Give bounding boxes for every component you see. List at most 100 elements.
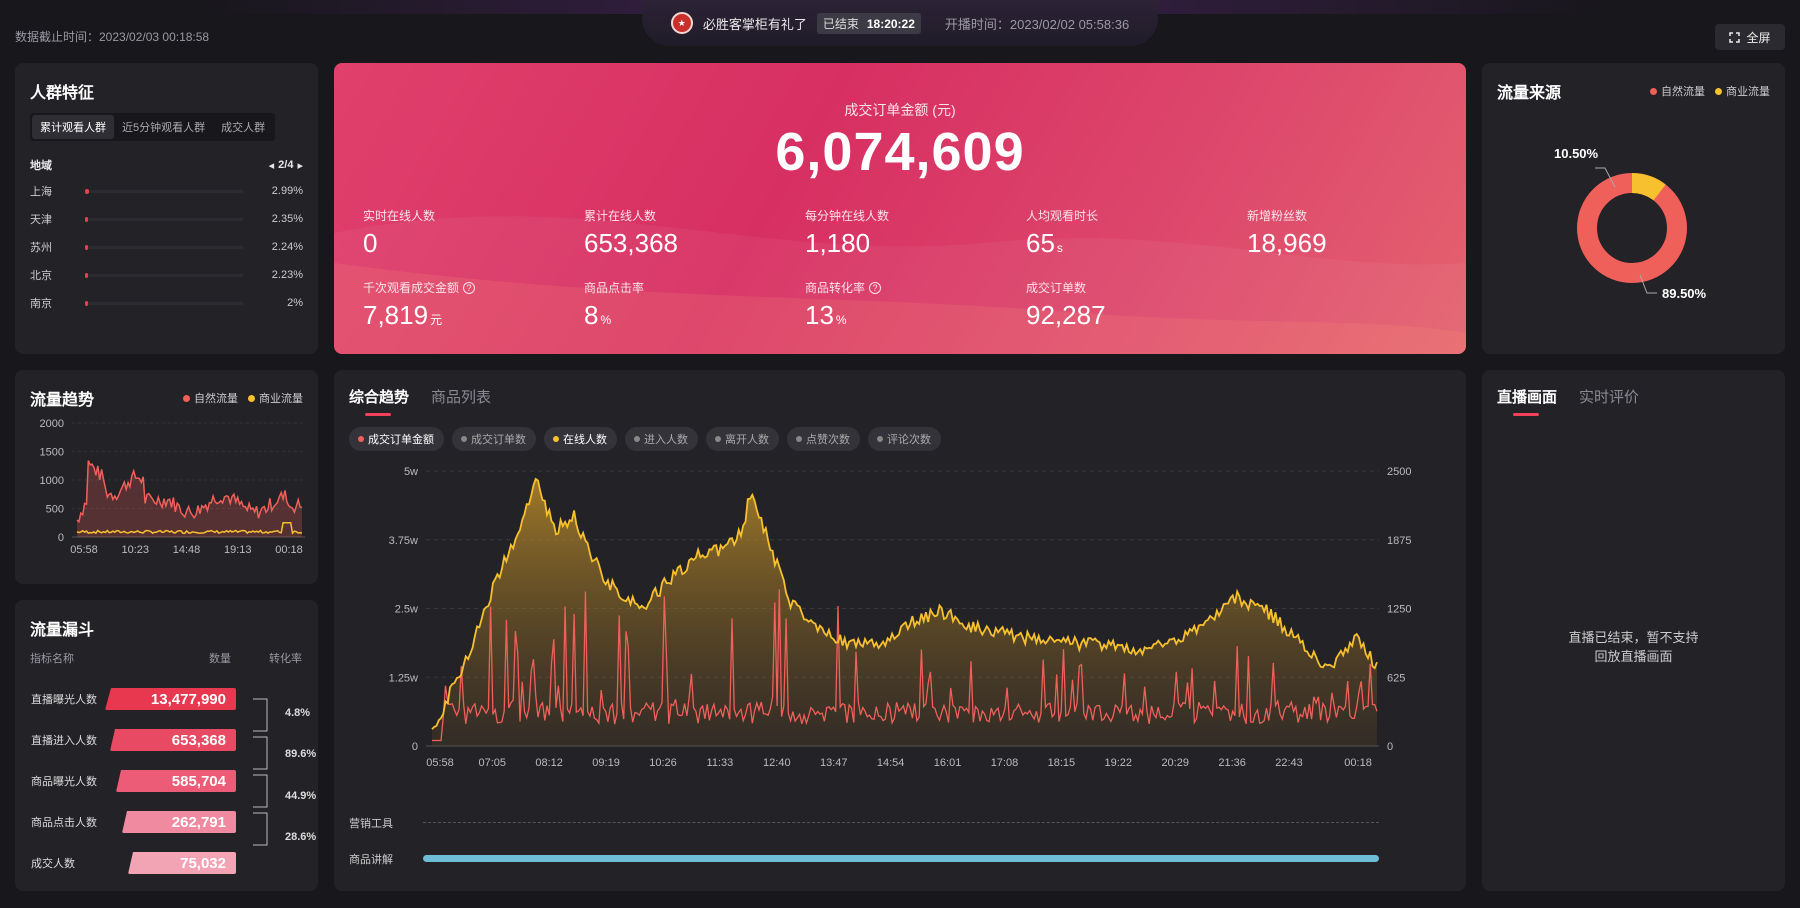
- metric-orders: 成交订单数 92,287: [1026, 279, 1106, 331]
- data-cutoff-time: 数据截止时间：2023/02/03 00:18:58: [15, 30, 210, 44]
- pill-dot-icon: [461, 436, 467, 442]
- online-users-series-line: [431, 477, 1378, 730]
- overall-trend-panel: 综合趋势 商品列表 成交订单金额 成交订单数 在线人数 进入人数 离开人数 点赞次数 评论次…: [334, 370, 1466, 891]
- funnel-row-label: 商品点击人数: [31, 817, 97, 829]
- right-y-tick-label: 0: [1387, 741, 1393, 753]
- region-bar: [85, 188, 243, 194]
- marketing-tools-label: 营销工具: [349, 818, 393, 830]
- card-background-wave: [334, 216, 1466, 354]
- pill-label: 成交订单数: [471, 434, 526, 446]
- funnel-row-label: 直播曝光人数: [31, 694, 97, 706]
- metric-pill[interactable]: 在线人数: [544, 427, 617, 451]
- y-tick-label: 2000: [40, 418, 64, 430]
- live-room-header: ★ 必胜客掌柜有礼了 已结束 18:20:22 开播时间：2023/02/02 0…: [642, 0, 1158, 46]
- x-tick-label: 22:43: [1275, 757, 1303, 769]
- status-badge: 已结束 18:20:22: [816, 12, 921, 34]
- x-tick-label: 19:22: [1105, 757, 1133, 769]
- metric-pill[interactable]: 成交订单金额: [349, 427, 444, 451]
- product-explain-label: 商品讲解: [349, 854, 393, 866]
- traffic-source-legend: 自然流量 商业流量: [1650, 83, 1770, 99]
- brand-logo-icon: ★: [670, 12, 693, 34]
- x-tick-label: 10:26: [649, 757, 677, 769]
- metric-label: 累计在线人数: [584, 209, 657, 223]
- region-pager: ◂ 2/4 ▸: [269, 157, 303, 173]
- metric-toggle-pills: 成交订单金额 成交订单数 在线人数 进入人数 离开人数 点赞次数 评论次数: [349, 427, 941, 451]
- metric-label: 商品转化率?: [805, 279, 882, 296]
- tab-recent-viewers[interactable]: 近5分钟观看人群: [122, 122, 206, 134]
- funnel-row-label: 直播进入人数: [31, 735, 97, 747]
- page-indicator: 2/4: [278, 159, 294, 171]
- start-time: 开播时间：2023/02/02 05:58:36: [944, 16, 1130, 32]
- funnel-col-count: 数量: [209, 653, 231, 665]
- metric-pill[interactable]: 点赞次数: [787, 427, 860, 451]
- region-value: 2.99%: [271, 185, 303, 197]
- region-value: 2.35%: [271, 213, 303, 225]
- tab-product-list[interactable]: 商品列表: [431, 389, 492, 406]
- conversion-rate-2: 89.6%: [285, 748, 317, 760]
- metric-pill[interactable]: 离开人数: [706, 427, 779, 451]
- tab-buyers[interactable]: 成交人群: [221, 122, 266, 134]
- marketing-tools-track: [423, 822, 1379, 823]
- metric-value: 0: [363, 228, 378, 258]
- help-icon[interactable]: ?: [869, 281, 882, 294]
- funnel-title: 流量漏斗: [30, 622, 95, 639]
- tab-realtime-comments[interactable]: 实时评价: [1579, 389, 1640, 406]
- traffic-source-title: 流量来源: [1497, 85, 1562, 102]
- fullscreen-label: 全屏: [1746, 30, 1771, 45]
- metric-label: 实时在线人数: [363, 209, 436, 223]
- funnel-bar: 653,368: [110, 729, 236, 751]
- metric-pill[interactable]: 进入人数: [625, 427, 698, 451]
- pill-dot-icon: [358, 436, 364, 442]
- pill-label: 进入人数: [644, 434, 688, 446]
- commercial-pct-label: 10.50%: [1554, 146, 1599, 161]
- metric-pill[interactable]: 评论次数: [868, 427, 941, 451]
- funnel-bar: 75,032: [128, 852, 236, 874]
- region-row: 北京 2.23%: [30, 261, 303, 289]
- pill-label: 成交订单金额: [368, 434, 434, 446]
- metric-value: 92,287: [1026, 300, 1106, 330]
- traffic-funnel-panel: 流量漏斗 指标名称 数量 转化率 直播曝光人数 13,477,990 直播进入人数 6…: [15, 600, 318, 891]
- traffic-trend-legend: 自然流量 商业流量: [183, 390, 303, 406]
- fullscreen-button[interactable]: 全屏: [1715, 24, 1785, 50]
- x-tick-label: 05:58: [70, 544, 98, 556]
- tab-live-screen[interactable]: 直播画面: [1497, 386, 1557, 416]
- x-tick-label: 00:18: [1344, 757, 1372, 769]
- region-value: 2.24%: [271, 241, 303, 253]
- gmv-label: 成交订单金额 (元): [844, 102, 956, 118]
- right-y-tick-label: 2500: [1387, 466, 1411, 478]
- region-name: 苏州: [30, 242, 52, 254]
- legend-natural: 自然流量: [183, 390, 238, 406]
- metric-label: 每分钟在线人数: [805, 209, 890, 223]
- conversion-rate-1: 4.8%: [285, 707, 311, 719]
- help-icon[interactable]: ?: [463, 281, 476, 294]
- pill-dot-icon: [715, 436, 721, 442]
- x-tick-label: 10:23: [121, 544, 149, 556]
- product-explain-track[interactable]: [423, 855, 1379, 862]
- x-tick-label: 14:54: [877, 757, 905, 769]
- region-list: 上海 2.99% 天津 2.35% 苏州 2.24% 北京 2.23% 南京 2%: [30, 177, 303, 317]
- metric-pill[interactable]: 成交订单数: [452, 427, 536, 451]
- region-value: 2%: [287, 297, 303, 309]
- region-bar: [85, 216, 243, 222]
- metric-value: 18,969: [1247, 228, 1327, 258]
- x-tick-label: 11:33: [707, 757, 734, 769]
- legend-commercial: 商业流量: [1715, 83, 1770, 99]
- tab-cumulative-viewers[interactable]: 累计观看人群: [32, 115, 114, 139]
- live-screen-panel: 直播画面 实时评价 直播已结束，暂不支持 回放直播画面: [1482, 370, 1785, 891]
- gmv-value: 6,074,609: [775, 122, 1025, 182]
- region-row: 天津 2.35%: [30, 205, 303, 233]
- y-tick-label: 0: [58, 532, 64, 544]
- funnel-row-label: 成交人数: [31, 858, 75, 870]
- pill-label: 离开人数: [725, 434, 769, 446]
- prev-page-icon[interactable]: ◂: [268, 159, 275, 172]
- x-tick-label: 21:36: [1218, 757, 1246, 769]
- live-tabs: 直播画面 实时评价: [1497, 386, 1640, 416]
- x-tick-label: 08:12: [535, 757, 563, 769]
- metric-gpm: 千次观看成交金额? 7,819 元: [363, 279, 476, 331]
- status-text: 已结束: [822, 16, 859, 31]
- region-name: 南京: [30, 298, 52, 310]
- next-page-icon[interactable]: ▸: [297, 159, 303, 172]
- tab-overall-trend[interactable]: 综合趋势: [349, 386, 409, 416]
- left-y-tick-label: 3.75w: [389, 535, 418, 547]
- left-y-tick-label: 0: [412, 741, 418, 753]
